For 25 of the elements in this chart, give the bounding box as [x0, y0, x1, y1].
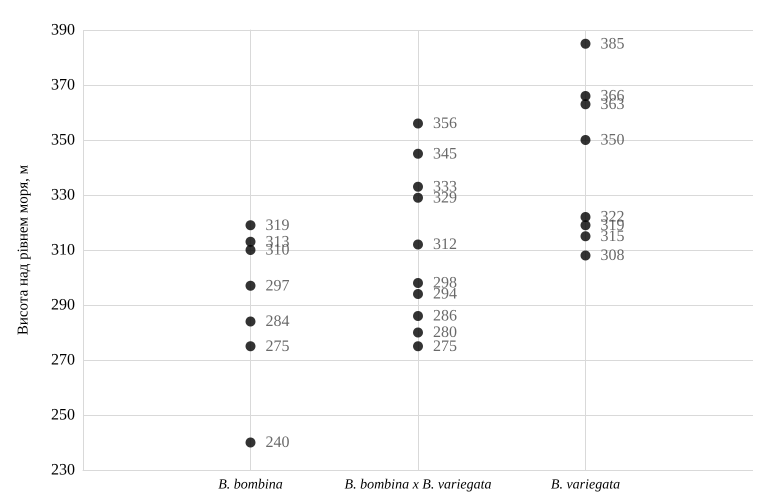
- data-label: 308: [600, 247, 624, 264]
- data-label: 297: [266, 277, 290, 294]
- data-label: 350: [600, 132, 624, 148]
- data-label: 275: [266, 338, 290, 355]
- data-label: 385: [600, 35, 624, 52]
- data-label: 284: [266, 313, 290, 330]
- data-label: 312: [433, 236, 457, 253]
- y-tick-label: 270: [51, 352, 75, 368]
- y-tick-label: 330: [51, 186, 75, 204]
- y-tick-label: 350: [51, 132, 75, 148]
- data-label: 356: [433, 115, 457, 132]
- data-label: 319: [266, 216, 290, 234]
- data-label: 345: [433, 145, 457, 162]
- x-tick-label: B. variegata: [550, 478, 620, 492]
- y-axis-title: Висота над рівнем моря, м: [16, 164, 32, 336]
- y-tick-label: 230: [51, 462, 75, 478]
- x-tick-label: B. bombina: [218, 478, 283, 492]
- x-tick-label: B. bombina x B. variegata: [344, 478, 492, 492]
- y-tick-label: 370: [51, 76, 75, 94]
- data-label: 286: [433, 308, 457, 324]
- data-label: 240: [266, 434, 290, 451]
- y-tick-label: 290: [51, 296, 75, 314]
- y-tick-label: 310: [51, 242, 75, 258]
- y-tick-label: 250: [51, 406, 75, 424]
- y-tick-label: 390: [51, 22, 75, 38]
